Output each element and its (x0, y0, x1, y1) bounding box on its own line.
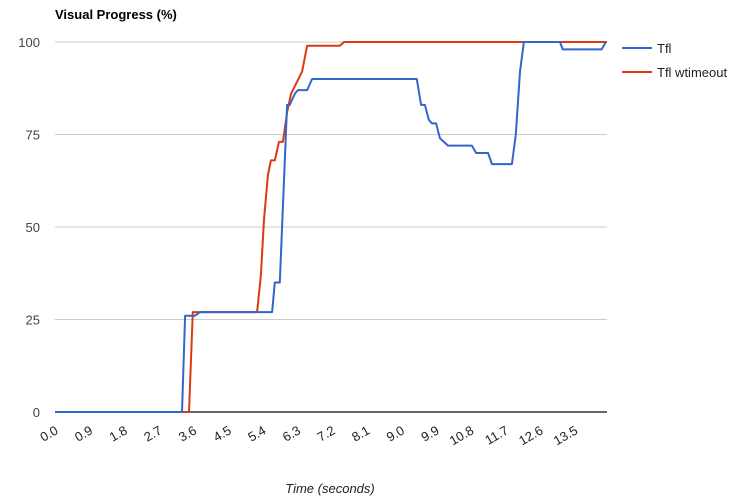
legend-label-tfl-wtimeout: Tfl wtimeout (657, 65, 727, 80)
gridlines (55, 41, 607, 320)
x-tick-label: 7.2 (314, 423, 337, 445)
x-tick-label: 10.8 (447, 423, 476, 449)
legend: Tfl Tfl wtimeout (622, 41, 727, 80)
x-tick-label: 11.7 (482, 423, 511, 448)
x-axis-title: Time (seconds) (285, 481, 374, 496)
x-tick-label: 9.9 (418, 423, 441, 445)
legend-label-tfl: Tfl (657, 41, 672, 56)
series-line-tfl[interactable] (55, 41, 607, 413)
y-tick-label: 50 (26, 220, 40, 235)
x-tick-label: 0.9 (72, 423, 95, 445)
x-tick-label: 8.1 (349, 423, 372, 445)
x-tick-label: 0.0 (37, 423, 60, 445)
x-tick-label: 2.7 (141, 423, 164, 445)
y-axis-ticks: 0 25 50 75 100 (18, 35, 40, 420)
x-tick-label: 4.5 (211, 423, 234, 445)
chart-title: Visual Progress (%) (55, 7, 177, 22)
x-tick-label: 9.0 (384, 423, 407, 445)
y-tick-label: 100 (18, 35, 40, 50)
x-tick-label: 5.4 (245, 423, 268, 445)
x-tick-label: 1.8 (107, 423, 130, 445)
x-tick-label: 13.5 (551, 423, 580, 449)
y-tick-label: 75 (26, 128, 40, 143)
series-lines (55, 41, 607, 413)
x-tick-label: 6.3 (280, 423, 303, 445)
x-axis-ticks: 0.0 0.9 1.8 2.7 3.6 4.5 5.4 6.3 7.2 8.1 9.0 9.9 10.8… (37, 423, 580, 449)
x-tick-label: 3.6 (176, 423, 199, 445)
y-tick-label: 25 (26, 313, 40, 328)
legend-item-tfl-wtimeout[interactable]: Tfl wtimeout (622, 65, 727, 80)
y-tick-label: 0 (33, 405, 40, 420)
x-tick-label: 12.6 (516, 423, 545, 449)
legend-item-tfl[interactable]: Tfl (622, 41, 672, 56)
